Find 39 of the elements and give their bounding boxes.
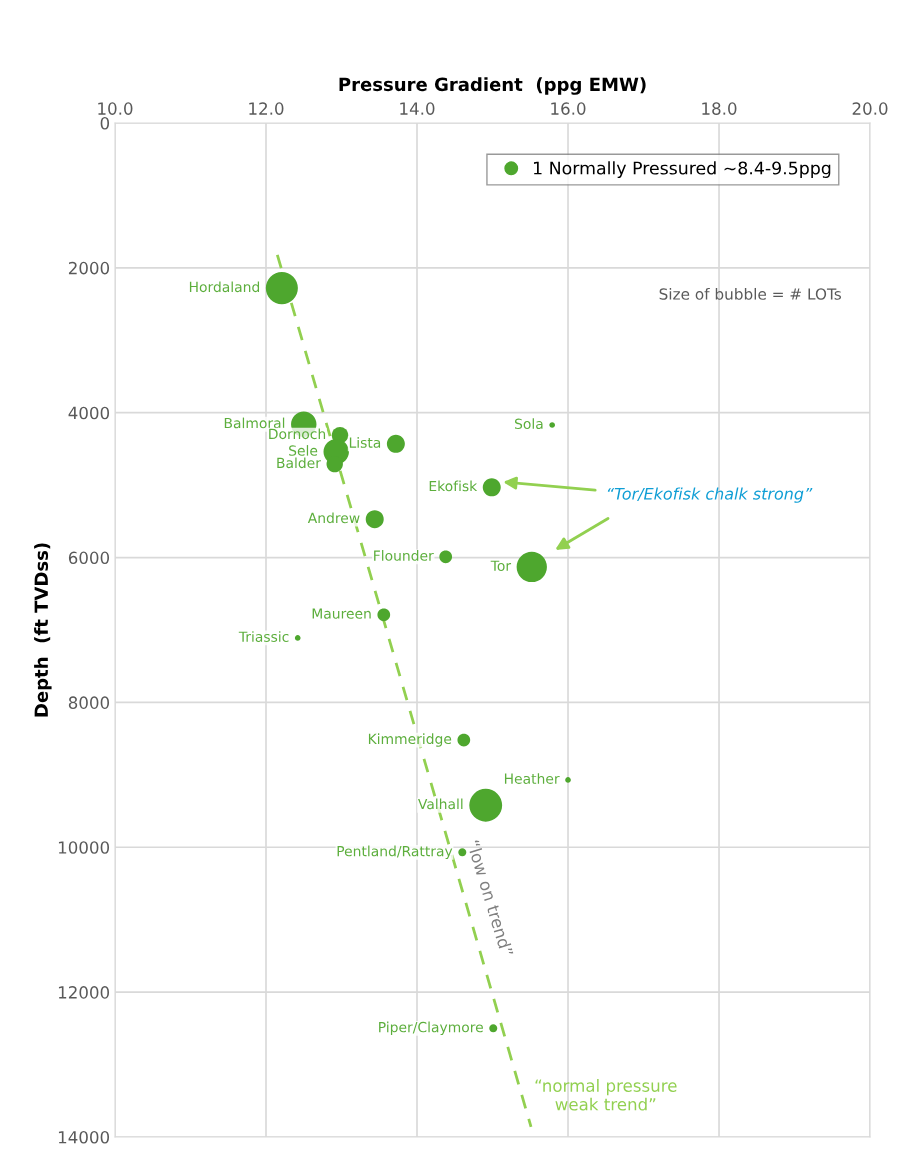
- data-label: Pentland/Rattray: [337, 845, 453, 860]
- x-axis-title: Pressure Gradient (ppg EMW): [339, 77, 646, 95]
- annotation: “normal pressure weak trend”: [535, 1079, 677, 1111]
- data-label: Maureen: [312, 608, 371, 619]
- x-tick-label: 14.0: [400, 102, 435, 115]
- data-label: Kimmeridge: [368, 733, 452, 747]
- y-tick-label: 2000: [68, 261, 110, 275]
- x-tick-label: 18.0: [702, 102, 737, 115]
- y-tick-label: 4000: [68, 406, 110, 420]
- y-tick-label: 12000: [58, 986, 110, 999]
- y-tick-label: 6000: [68, 551, 110, 565]
- data-label: Hordaland: [189, 281, 260, 293]
- data-label: Flounder: [374, 550, 434, 561]
- annotation: “low on trend”: [466, 839, 514, 957]
- data-label: Ekofisk: [429, 480, 478, 492]
- y-tick-label: 0: [100, 116, 110, 130]
- y-tick-label: 10000: [58, 841, 110, 854]
- y-tick-label: 8000: [68, 696, 110, 709]
- data-label: Balder: [277, 457, 321, 469]
- annotation: Size of bubble = # LOTs: [659, 287, 842, 300]
- data-label: Andrew: [307, 512, 360, 524]
- data-label: Sola: [514, 418, 543, 430]
- data-label: Valhall: [418, 798, 463, 810]
- y-tick-label: 14000: [58, 1130, 110, 1144]
- x-tick-label: 16.0: [551, 102, 586, 115]
- annotation: “Tor/Ekofisk chalk strong”: [607, 487, 813, 503]
- data-label: Balmoral: [224, 417, 285, 429]
- y-axis-title: Depth (ft TVDss): [34, 543, 52, 717]
- data-label: Lista: [349, 437, 381, 448]
- data-label: Piper/Claymore: [379, 1021, 483, 1036]
- data-label: Dornoch: [269, 428, 326, 440]
- data-label: Tor: [490, 560, 512, 571]
- data-label: Sele: [289, 445, 318, 456]
- data-label: Heather: [504, 773, 560, 784]
- data-label: Triassic: [238, 631, 289, 642]
- x-tick-label: 20.0: [852, 102, 888, 115]
- x-tick-label: 10.0: [98, 102, 133, 115]
- legend-label: 1 Normally Pressured ~8.4-9.5ppg: [533, 161, 831, 178]
- x-tick-label: 12.0: [249, 102, 284, 115]
